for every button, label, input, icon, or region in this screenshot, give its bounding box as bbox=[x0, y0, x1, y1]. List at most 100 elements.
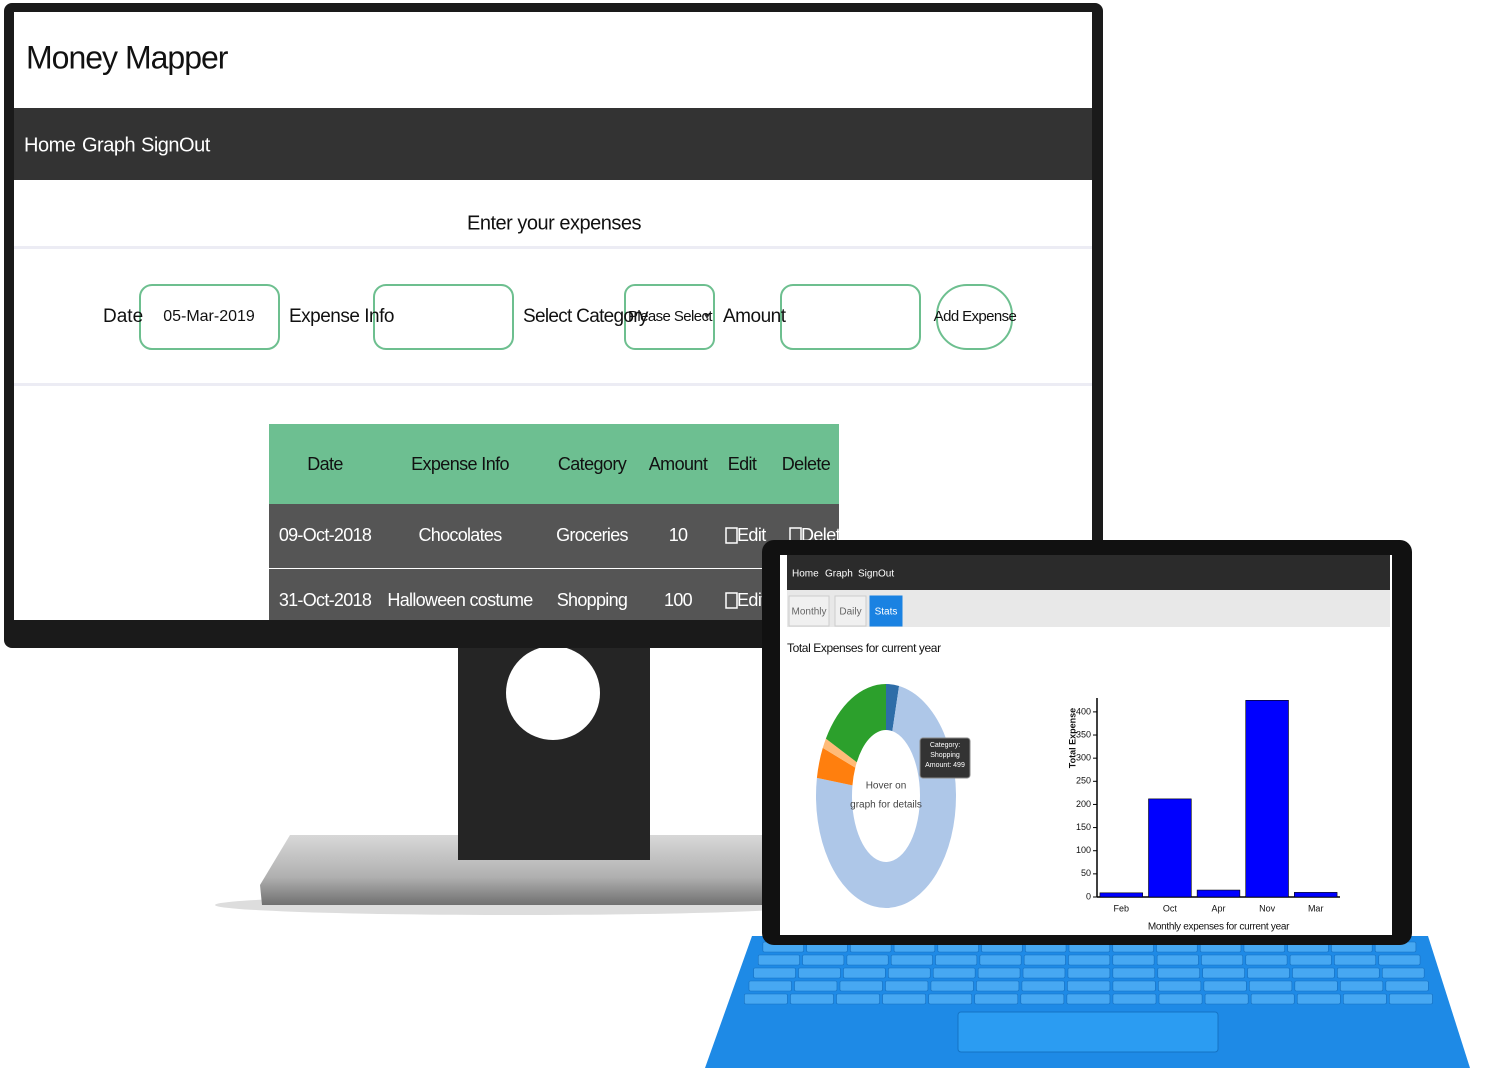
button-label[interactable]: Add Expense bbox=[934, 308, 1017, 325]
x-tick-label: Oct bbox=[1163, 903, 1178, 913]
y-tick-label: 250 bbox=[1076, 776, 1091, 786]
label: Expense Info bbox=[289, 306, 394, 327]
x-tick-label: Feb bbox=[1114, 903, 1130, 913]
nav-link[interactable]: SignOut bbox=[858, 569, 894, 580]
y-tick-label: 0 bbox=[1086, 891, 1091, 901]
tab[interactable] bbox=[788, 595, 830, 627]
date-input[interactable] bbox=[139, 284, 280, 350]
category-select[interactable] bbox=[624, 284, 715, 350]
heading: Enter your expenses bbox=[467, 212, 641, 234]
input-value: 05-Mar-2019 bbox=[163, 308, 255, 325]
edit-icon[interactable] bbox=[725, 527, 738, 544]
tooltip-text: Category: bbox=[930, 742, 960, 749]
bar[interactable] bbox=[1294, 892, 1338, 898]
column-header: Date bbox=[307, 454, 343, 474]
key bbox=[1249, 980, 1293, 992]
x-axis-label: Monthly expenses for current year bbox=[1148, 922, 1290, 933]
key bbox=[748, 980, 792, 992]
key bbox=[1292, 967, 1335, 979]
key bbox=[1201, 954, 1244, 966]
key bbox=[1340, 980, 1384, 992]
table-cell: Chocolates bbox=[418, 525, 502, 545]
key bbox=[928, 993, 973, 1005]
edit-link[interactable]: Edit bbox=[737, 525, 767, 545]
table-cell: 09-Oct-2018 bbox=[279, 525, 372, 545]
donut-slice[interactable] bbox=[886, 684, 900, 732]
label: Select Category bbox=[523, 306, 649, 327]
y-tick-label: 300 bbox=[1076, 753, 1091, 763]
edit-icon[interactable] bbox=[725, 592, 738, 609]
key bbox=[1067, 980, 1111, 992]
donut-slice[interactable] bbox=[822, 738, 857, 768]
key bbox=[1296, 993, 1341, 1005]
nav-link[interactable]: Home bbox=[24, 134, 76, 156]
table-cell: Shopping bbox=[557, 590, 627, 610]
center-text: graph for details bbox=[850, 800, 922, 811]
edit-link[interactable]: Edit bbox=[737, 590, 767, 610]
key bbox=[977, 967, 1021, 979]
trackpad bbox=[957, 1011, 1219, 1053]
key bbox=[1158, 993, 1203, 1005]
key bbox=[843, 967, 886, 979]
key bbox=[839, 980, 883, 992]
add-button[interactable] bbox=[936, 284, 1013, 350]
tab-label[interactable]: Monthly bbox=[791, 607, 826, 618]
key bbox=[757, 954, 800, 966]
key bbox=[1066, 993, 1111, 1005]
amount-input[interactable] bbox=[780, 284, 921, 350]
key bbox=[1389, 993, 1433, 1005]
separator bbox=[14, 246, 1092, 249]
label: Amount bbox=[723, 306, 787, 327]
column-header: Category bbox=[558, 454, 627, 474]
key bbox=[1245, 954, 1288, 966]
key bbox=[1202, 967, 1245, 979]
tab-label[interactable]: Stats bbox=[875, 607, 898, 618]
tablet-screen: Home Graph SignOut Monthly Daily Stats Total E… bbox=[780, 555, 1392, 935]
nav-link[interactable]: Graph bbox=[82, 134, 136, 156]
nav-link[interactable]: Home bbox=[792, 569, 819, 580]
tab[interactable] bbox=[869, 595, 903, 627]
keys bbox=[744, 941, 1433, 1005]
bar[interactable] bbox=[1148, 798, 1192, 898]
key bbox=[798, 967, 841, 979]
key bbox=[1381, 967, 1425, 979]
bar[interactable] bbox=[1099, 892, 1143, 898]
section-title: Total Expenses for current year bbox=[787, 641, 941, 655]
key bbox=[1343, 993, 1387, 1005]
table-cell: Halloween costume bbox=[387, 590, 533, 610]
table-row bbox=[269, 569, 839, 620]
key bbox=[790, 993, 834, 1005]
column-header: Edit bbox=[728, 454, 757, 474]
bar[interactable] bbox=[1245, 700, 1289, 898]
tab[interactable] bbox=[834, 595, 867, 627]
label: Date bbox=[103, 306, 143, 327]
y-tick-label: 200 bbox=[1076, 799, 1091, 809]
delete-link[interactable]: Delete bbox=[801, 525, 851, 545]
key bbox=[1022, 967, 1066, 979]
bar[interactable] bbox=[1196, 889, 1241, 898]
x-tick-label: Apr bbox=[1211, 903, 1225, 913]
nav-link[interactable]: SignOut bbox=[141, 134, 211, 156]
key bbox=[1247, 967, 1290, 979]
donut-slice[interactable] bbox=[816, 747, 856, 786]
column-header: Expense Info bbox=[411, 454, 509, 474]
key bbox=[930, 980, 974, 992]
table-header bbox=[269, 424, 839, 504]
key bbox=[882, 993, 926, 1005]
table-row bbox=[269, 504, 839, 568]
key bbox=[1023, 954, 1066, 966]
key bbox=[935, 954, 978, 966]
key bbox=[1112, 967, 1156, 979]
key bbox=[753, 967, 796, 979]
key bbox=[1112, 980, 1156, 992]
table-cell: 100 bbox=[664, 590, 693, 610]
select-value: Please Select bbox=[628, 308, 713, 325]
donut-slice[interactable] bbox=[825, 684, 886, 763]
info-input[interactable] bbox=[373, 284, 514, 350]
key bbox=[1112, 954, 1155, 966]
y-tick-label: 350 bbox=[1076, 729, 1091, 739]
tab-label[interactable]: Daily bbox=[839, 607, 861, 618]
separator bbox=[14, 383, 1092, 386]
nav-link[interactable]: Graph bbox=[825, 569, 853, 580]
